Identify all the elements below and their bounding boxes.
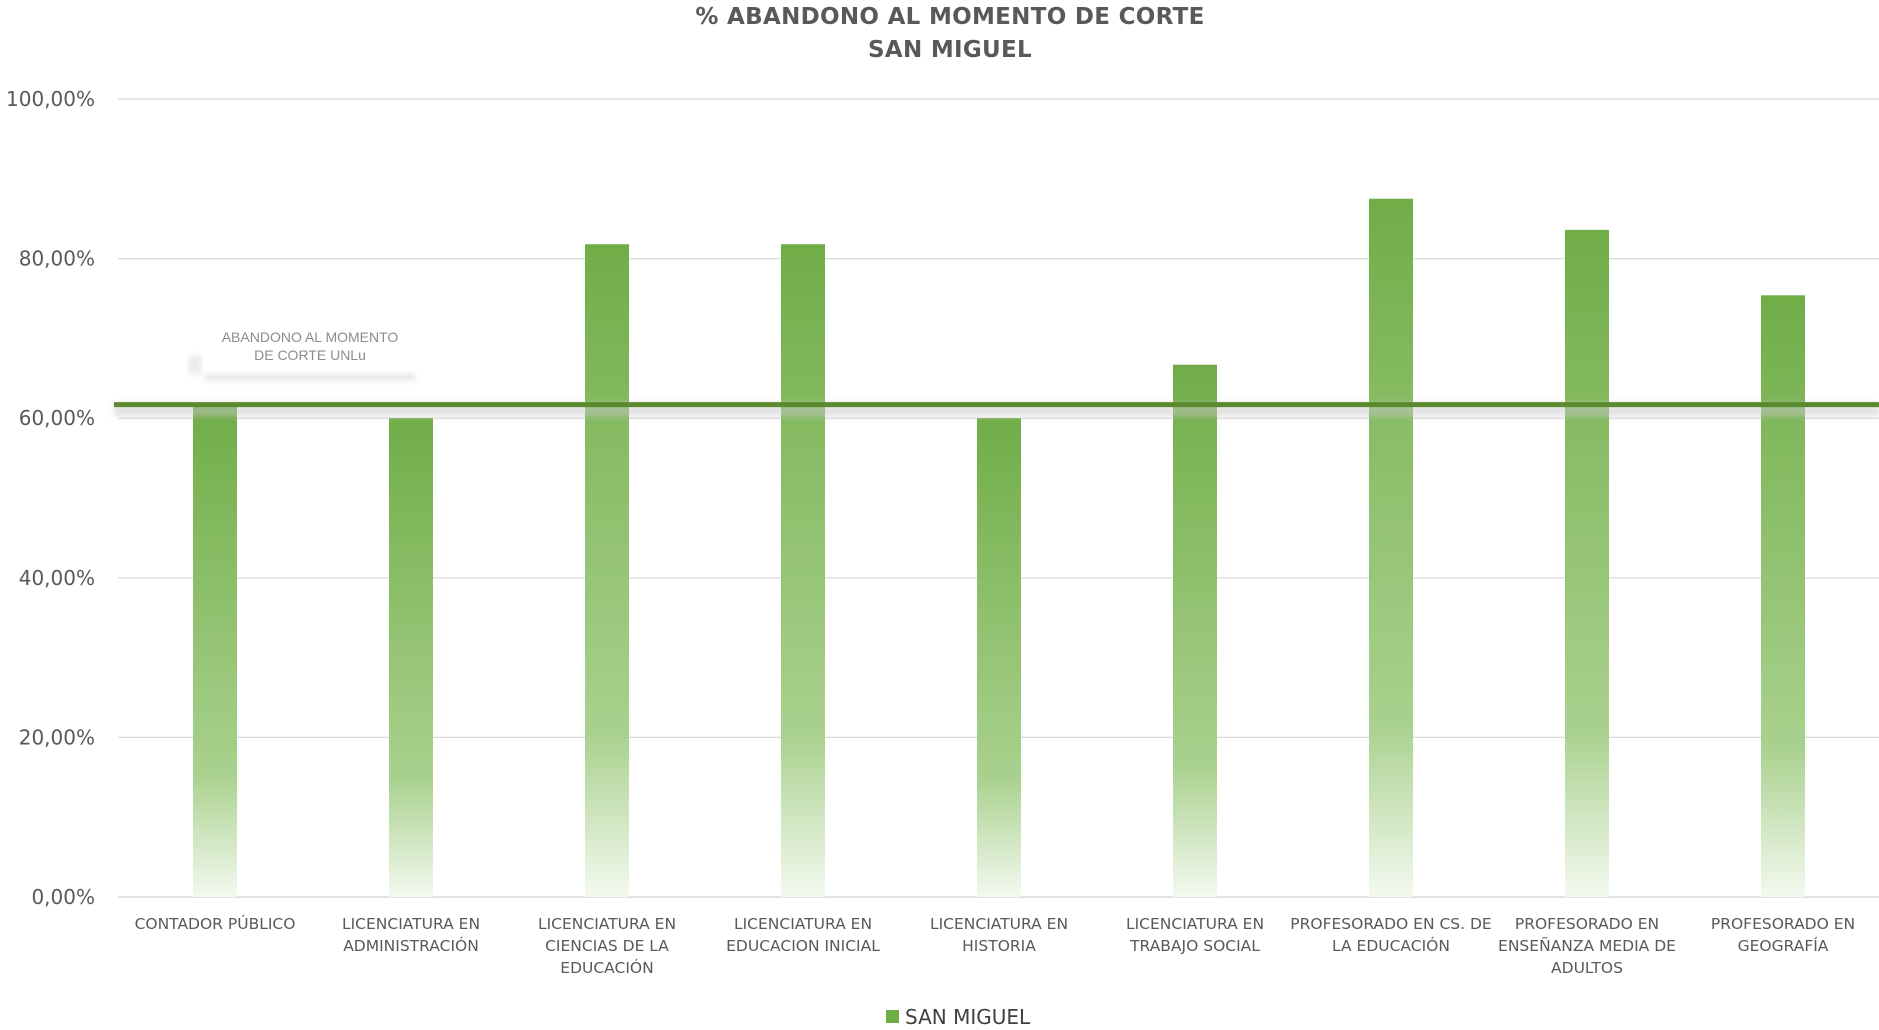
legend: SAN MIGUEL (886, 1005, 1031, 1029)
x-tick-label: LICENCIATURA EN TRABAJO SOCIAL (1126, 915, 1264, 955)
bars (193, 198, 1805, 898)
bar (1369, 198, 1413, 897)
bar (193, 406, 237, 897)
legend-swatch (886, 1010, 899, 1023)
bar (585, 244, 629, 898)
y-tick-label: 80,00% (19, 247, 95, 271)
bar (1173, 364, 1217, 897)
x-axis: CONTADOR PÚBLICO LICENCIATURA EN ADMINISTR… (135, 914, 1856, 977)
y-axis: 0,00% 20,00% 40,00% 60,00% 80,00% 100,00% (6, 87, 95, 909)
x-tick-label: LICENCIATURA EN HISTORIA (930, 915, 1068, 955)
x-tick-label: CONTADOR PÚBLICO (135, 914, 296, 933)
bar (977, 418, 1021, 897)
y-tick-label: 60,00% (19, 406, 95, 430)
x-tick-label: LICENCIATURA EN ADMINISTRACIÓN (342, 915, 480, 955)
y-tick-label: 100,00% (6, 87, 95, 111)
bar (1761, 295, 1805, 898)
y-tick-label: 20,00% (19, 725, 95, 749)
y-tick-label: 40,00% (19, 566, 95, 590)
bar (389, 418, 433, 897)
x-tick-label: PROFESORADO EN CS. DE LA EDUCACIÓN (1290, 915, 1491, 955)
bar (1565, 229, 1609, 897)
x-tick-label: LICENCIATURA EN EDUCACION INICIAL (726, 915, 880, 955)
reference-line-label: ABANDONO AL MOMENTO DE CORTE UNLu (222, 329, 399, 363)
annotation-shadow (205, 374, 415, 380)
x-tick-label: PROFESORADO EN ENSEÑANZA MEDIA DE ADULTOS (1498, 915, 1676, 977)
reference-line-group: ABANDONO AL MOMENTO DE CORTE UNLu (114, 329, 1879, 417)
annotation-marker (188, 355, 202, 375)
bar (781, 244, 825, 898)
y-tick-label: 0,00% (31, 885, 95, 909)
chart-subtitle: SAN MIGUEL (868, 37, 1032, 63)
x-tick-label: LICENCIATURA EN CIENCIAS DE LA EDUCACIÓN (538, 915, 676, 977)
x-tick-label: PROFESORADO EN GEOGRAFÍA (1711, 915, 1855, 955)
chart-title: % ABANDONO AL MOMENTO DE CORTE (695, 4, 1205, 30)
legend-label: SAN MIGUEL (905, 1005, 1031, 1029)
